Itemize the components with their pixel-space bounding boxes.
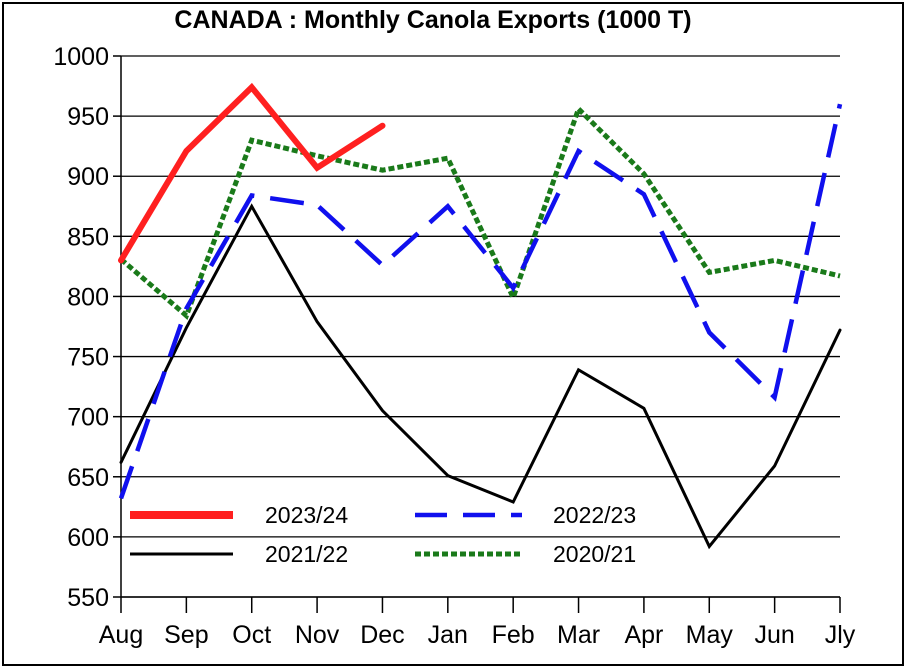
x-tick-label: Feb [492, 621, 535, 649]
y-tick-label: 550 [67, 584, 109, 612]
x-tick-label: May [686, 621, 734, 649]
x-tick-label: Aug [99, 621, 143, 649]
y-tick-label: 1000 [53, 43, 109, 71]
legend-label-2021-22: 2021/22 [265, 541, 348, 567]
y-tick-label: 950 [67, 103, 109, 131]
y-tick-label: 800 [67, 283, 109, 311]
series-line-2021-22 [119, 203, 842, 550]
chart-title: CANADA : Monthly Canola Exports (1000 T) [174, 6, 691, 34]
y-tick-label: 700 [67, 404, 109, 432]
series-line-2022-23 [118, 103, 843, 500]
x-tick-label: Oct [232, 621, 271, 649]
y-tick-label: 750 [67, 344, 109, 372]
y-tick-label: 900 [67, 163, 109, 191]
series-line-2023-24 [118, 82, 386, 264]
x-tick-label: Apr [624, 621, 663, 649]
legend-label-2023-24: 2023/24 [265, 502, 348, 528]
x-tick-label: Mar [557, 621, 600, 649]
y-tick-label: 600 [67, 524, 109, 552]
x-tick-label: Jun [754, 621, 794, 649]
x-tick-label: Jly [825, 621, 856, 649]
x-tick-label: Dec [360, 621, 404, 649]
x-tick-label: Sep [164, 621, 208, 649]
y-tick-label: 850 [67, 223, 109, 251]
series-line-2020-21 [119, 104, 841, 320]
x-tick-label: Jan [428, 621, 468, 649]
x-tick-label: Nov [295, 621, 340, 649]
legend-label-2020-21: 2020/21 [553, 541, 636, 567]
legend-label-2022-23: 2022/23 [553, 502, 636, 528]
y-tick-label: 650 [67, 464, 109, 492]
